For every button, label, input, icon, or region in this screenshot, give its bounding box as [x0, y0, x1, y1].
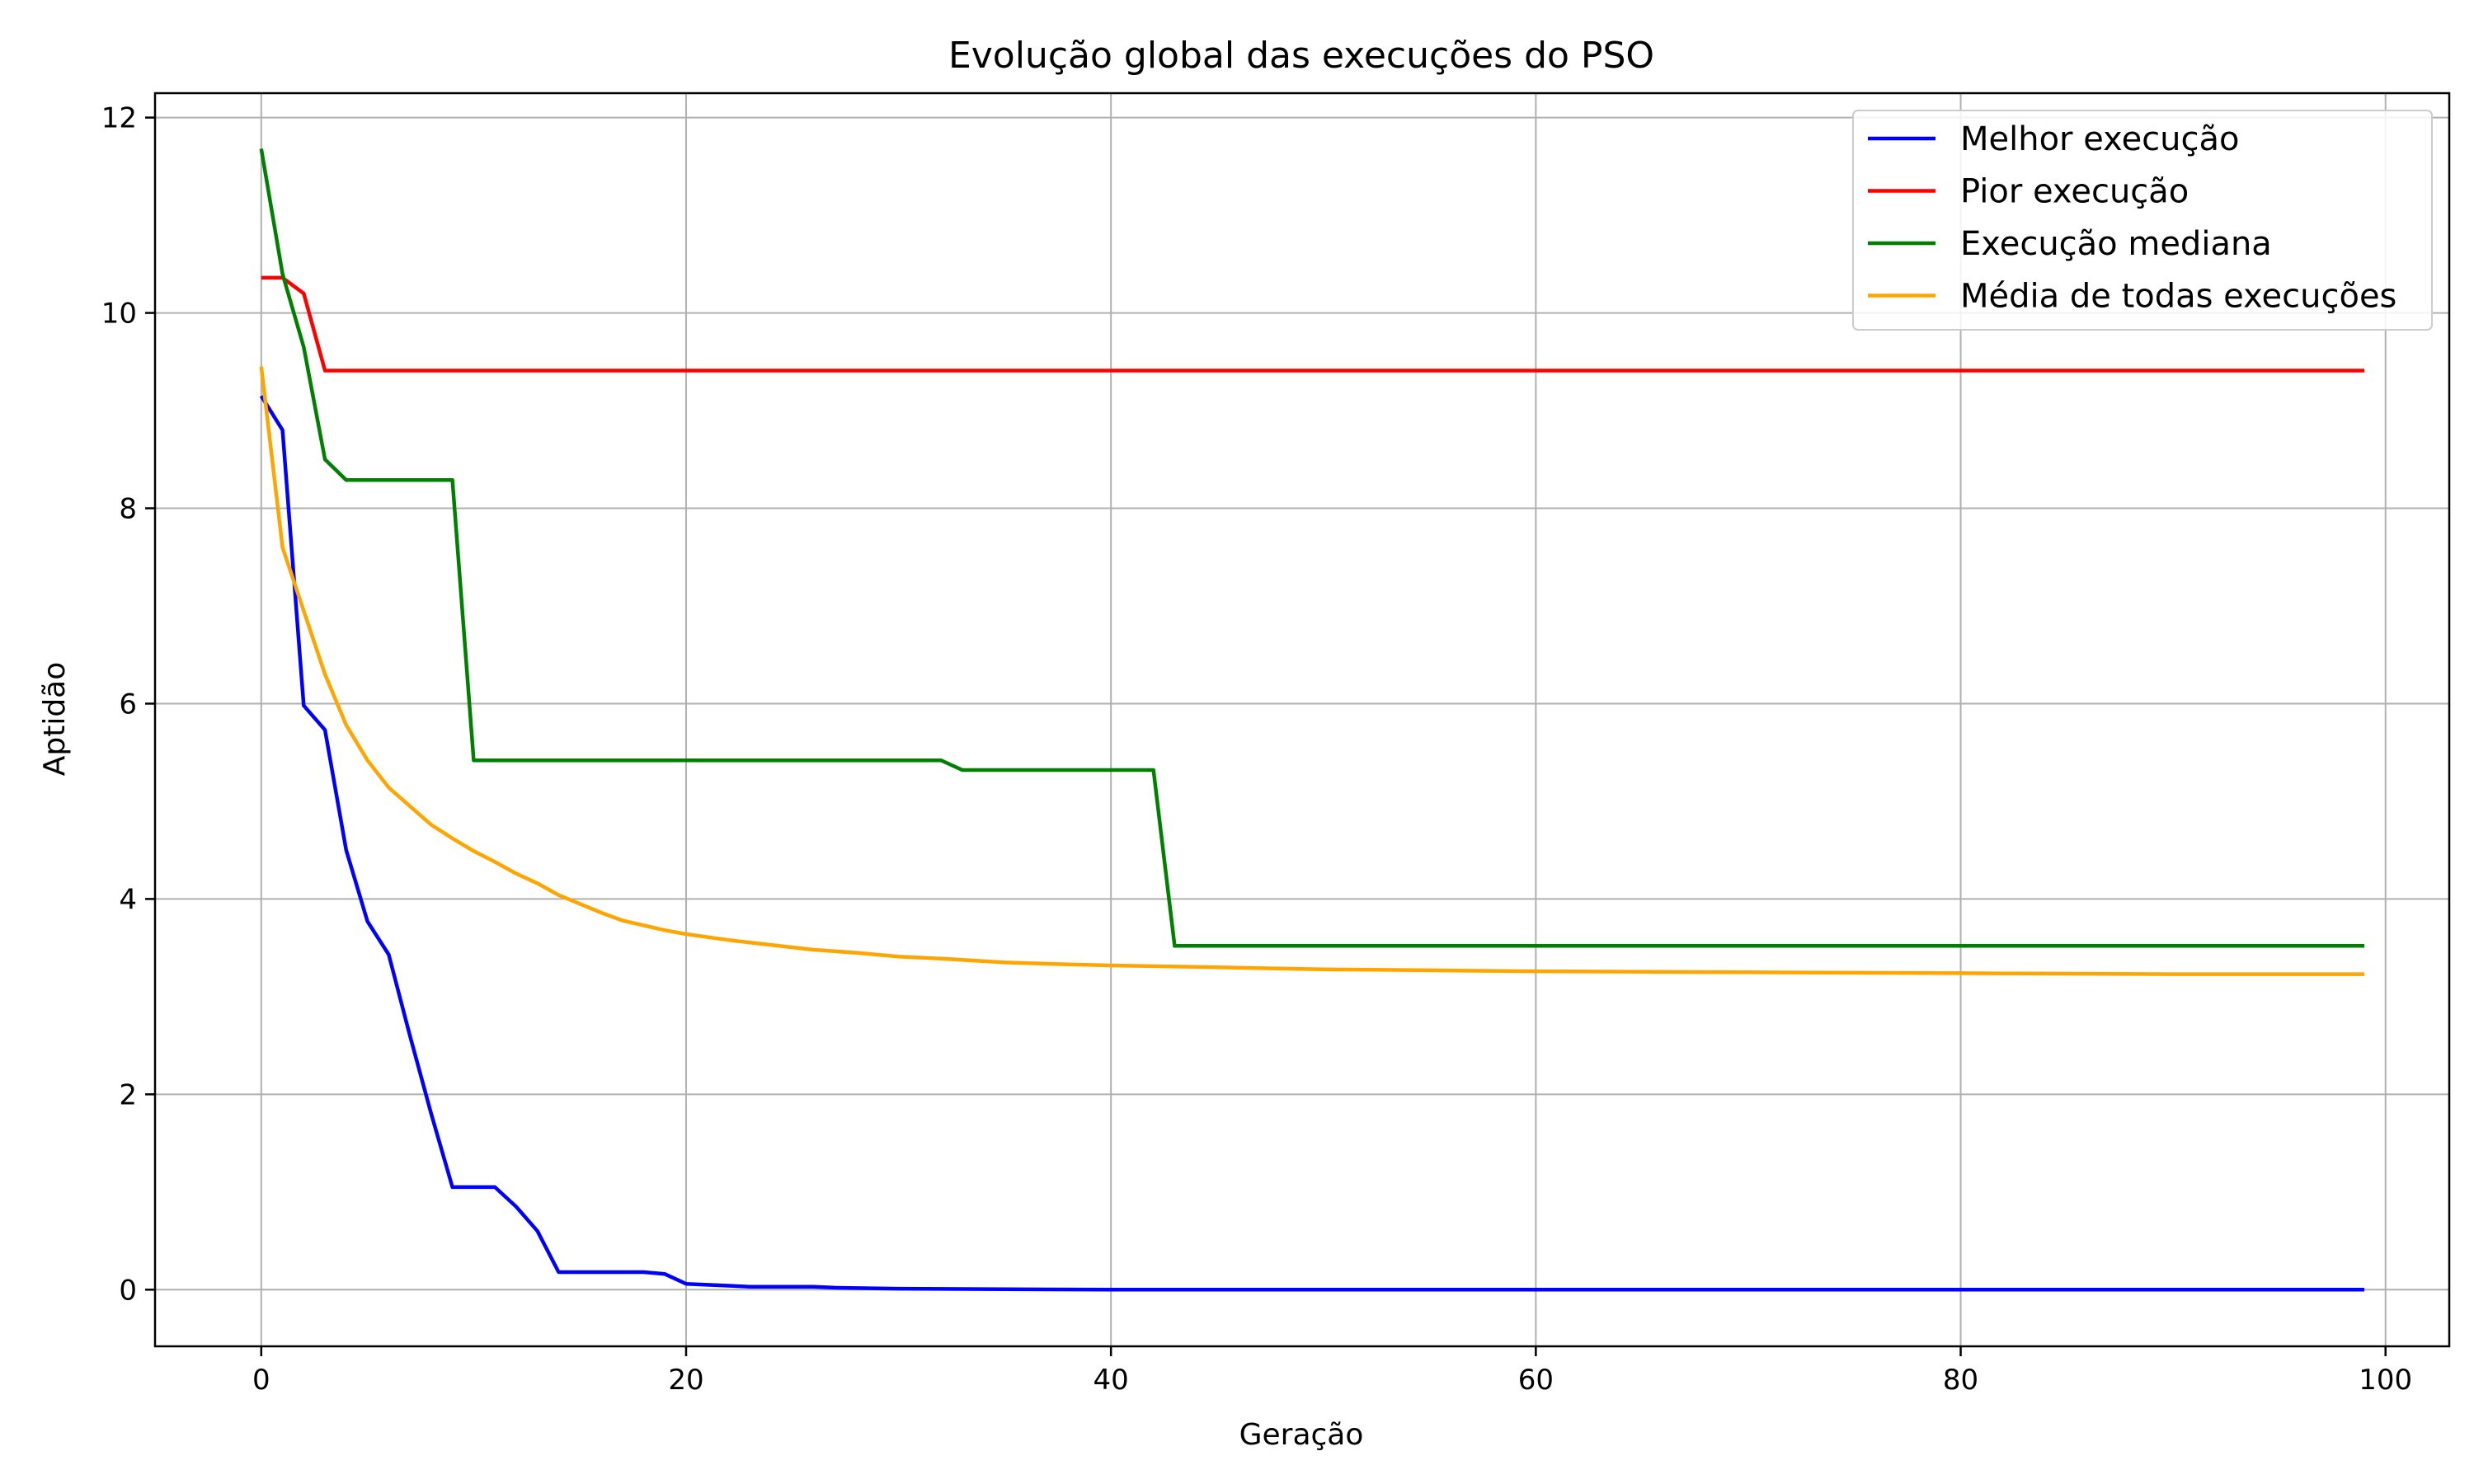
legend-entry: Execução mediana [1960, 225, 2272, 263]
legend-entry: Pior execução [1960, 173, 2189, 211]
x-tick-label: 100 [2359, 1364, 2412, 1397]
series-line-2 [259, 148, 2364, 948]
legend: Melhor execução Pior execução Execução med… [1852, 110, 2433, 331]
x-tick-label: 80 [1943, 1364, 1978, 1397]
y-tick-label: 8 [119, 493, 137, 526]
y-tick-label: 0 [119, 1274, 137, 1307]
legend-entry: Média de todas execuções [1960, 278, 2396, 316]
series-line-1 [261, 275, 2364, 373]
series-line-3 [259, 366, 2364, 976]
x-tick-label: 20 [668, 1364, 703, 1397]
y-tick-label: 12 [101, 102, 137, 135]
y-tick-label: 4 [119, 883, 137, 916]
x-axis-label: Geração [1239, 1418, 1364, 1452]
series-line-0 [259, 395, 2364, 1292]
y-tick-label: 2 [119, 1078, 137, 1111]
y-tick-label: 10 [101, 298, 137, 331]
chart-title: Evolução global das execuções do PSO [948, 35, 1654, 77]
legend-box [1852, 110, 2433, 331]
legend-entry: Melhor execução [1960, 120, 2240, 158]
plot-frame [153, 92, 2451, 1348]
y-tick-label: 6 [119, 688, 137, 721]
y-axis-label: Aptidão [38, 662, 72, 777]
x-tick-label: 60 [1518, 1364, 1554, 1397]
x-tick-label: 40 [1094, 1364, 1129, 1397]
axis-ticks: 0 20 40 60 80 100 0 2 4 6 8 10 12 [101, 102, 2412, 1397]
series-layer [259, 148, 2364, 1292]
x-tick-label: 0 [252, 1364, 270, 1397]
